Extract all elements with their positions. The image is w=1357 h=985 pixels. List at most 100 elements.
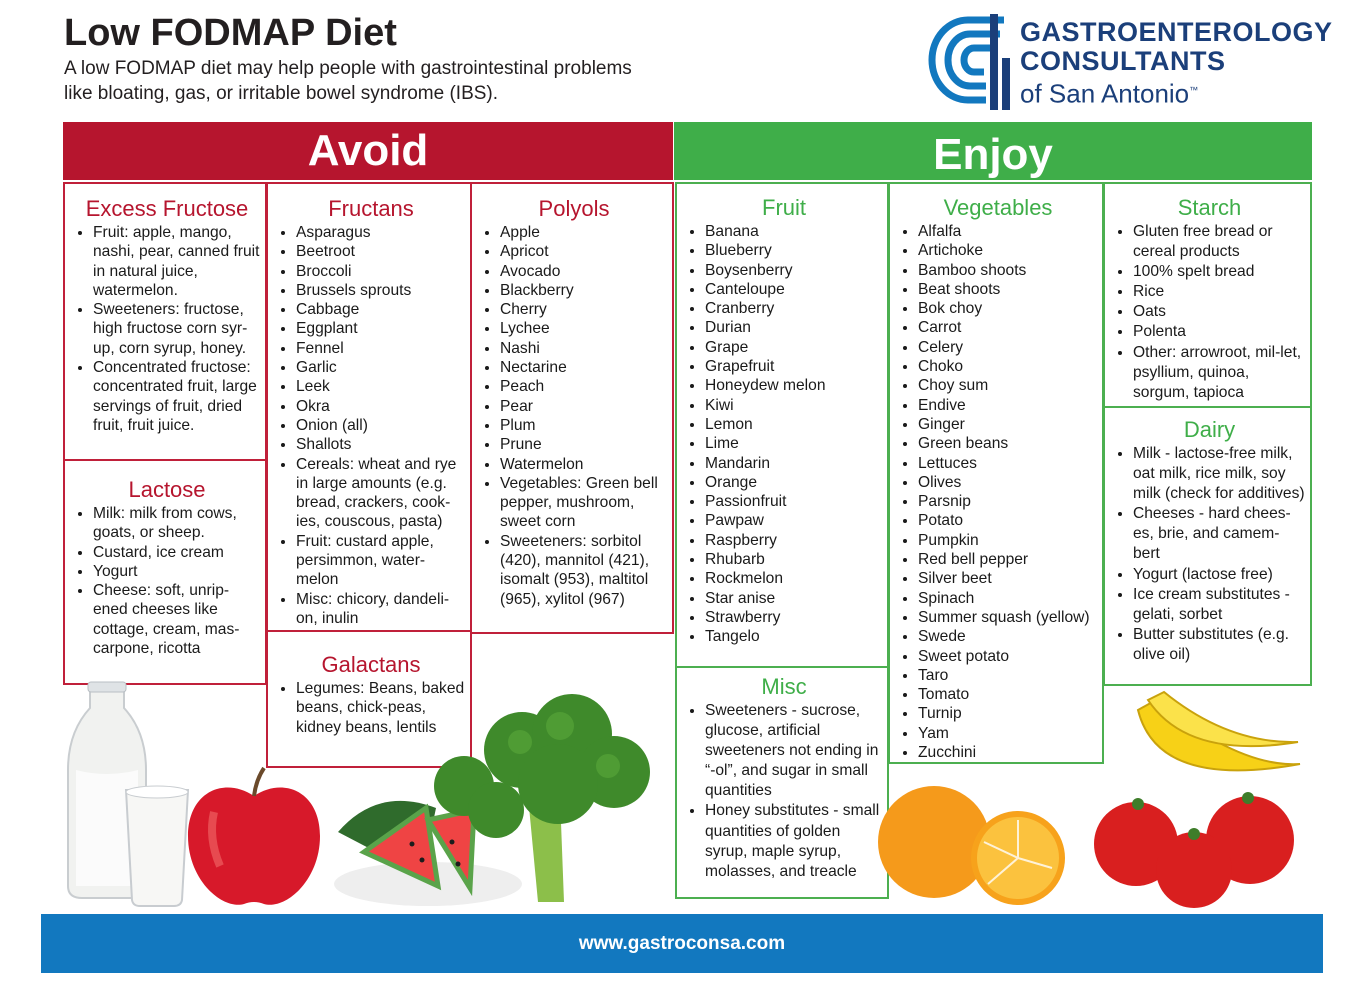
list-item: Bok choy <box>918 299 1098 318</box>
orange-icon <box>878 786 1065 905</box>
list-item: Tomato <box>918 685 1098 704</box>
lactose-box: Lactose Milk: milk from cows, goats, or … <box>63 459 267 685</box>
fructans-list: AsparagusBeetrootBroccoliBrussels sprout… <box>276 223 466 628</box>
list-item: Durian <box>705 318 883 337</box>
list-item: Grapefruit <box>705 357 883 376</box>
broccoli-icon <box>434 694 650 902</box>
list-item: Star anise <box>705 589 883 608</box>
list-item: Yam <box>918 724 1098 743</box>
polyols-title: Polyols <box>538 196 610 221</box>
list-item: Strawberry <box>705 608 883 627</box>
apple-icon <box>188 766 320 905</box>
list-item: Pear <box>500 397 668 416</box>
dairy-box: Dairy Milk - lactose-free milk, oat milk… <box>1103 406 1312 686</box>
vegetables-list: AlfalfaArtichokeBamboo shootsBeat shoots… <box>898 222 1098 762</box>
list-item: Broccoli <box>296 262 466 281</box>
list-item: Beat shoots <box>918 280 1098 299</box>
milk-glass-icon <box>124 785 190 907</box>
list-item: Taro <box>918 666 1098 685</box>
list-item: Boysenberry <box>705 261 883 280</box>
list-item: Milk - lactose-free milk, oat milk, rice… <box>1133 444 1306 504</box>
list-item: Cheeses - hard chees-es, brie, and camem… <box>1133 504 1306 564</box>
list-item: Concentrated fructose: concentrated frui… <box>93 358 261 435</box>
dairy-title: Dairy <box>1183 417 1236 442</box>
list-item: Choko <box>918 357 1098 376</box>
fruit-box: Fruit BananaBlueberryBoysenberryCantelou… <box>675 182 889 668</box>
list-item: Garlic <box>296 358 466 377</box>
list-item: Bamboo shoots <box>918 261 1098 280</box>
avoid-banner: Avoid <box>63 122 673 180</box>
list-item: Yogurt <box>93 562 261 581</box>
list-item: Choy sum <box>918 376 1098 395</box>
list-item: Cherry <box>500 300 668 319</box>
list-item: Summer squash (yellow) <box>918 608 1098 627</box>
list-item: Raspberry <box>705 531 883 550</box>
misc-list: Sweeteners - sucrose, glucose, artificia… <box>685 701 883 882</box>
enjoy-banner: Enjoy <box>674 122 1312 180</box>
list-item: Alfalfa <box>918 222 1098 241</box>
page-title: Low FODMAP Diet <box>64 12 397 54</box>
list-item: Potato <box>918 511 1098 530</box>
list-item: Ginger <box>918 415 1098 434</box>
list-item: Sweeteners: fructose, high fructose corn… <box>93 300 261 358</box>
list-item: Apple <box>500 223 668 242</box>
list-item: Rice <box>1133 282 1306 302</box>
list-item: Shallots <box>296 435 466 454</box>
list-item: Honey substitutes - small quantities of … <box>705 801 883 881</box>
list-item: Plum <box>500 416 668 435</box>
tomato-icon <box>1094 792 1294 908</box>
lactose-title: Lactose <box>128 477 206 502</box>
dairy-list: Milk - lactose-free milk, oat milk, rice… <box>1113 444 1306 665</box>
list-item: Ice cream substitutes - gelati, sorbet <box>1133 585 1306 625</box>
list-item: Passionfruit <box>705 492 883 511</box>
list-item: Spinach <box>918 589 1098 608</box>
list-item: Apricot <box>500 242 668 261</box>
list-item: Lemon <box>705 415 883 434</box>
list-item: Avocado <box>500 262 668 281</box>
list-item: Pumpkin <box>918 531 1098 550</box>
list-item: Fruit: apple, mango, nashi, pear, canned… <box>93 223 261 300</box>
list-item: Okra <box>296 397 466 416</box>
list-item: Onion (all) <box>296 416 466 435</box>
list-item: Watermelon <box>500 455 668 474</box>
list-item: Tangelo <box>705 627 883 646</box>
misc-box: Misc Sweeteners - sucrose, glucose, arti… <box>675 666 889 899</box>
list-item: Butter substitutes (e.g. olive oil) <box>1133 625 1306 665</box>
list-item: Silver beet <box>918 569 1098 588</box>
list-item: Mandarin <box>705 454 883 473</box>
list-item: Nashi <box>500 339 668 358</box>
list-item: Lychee <box>500 319 668 338</box>
polyols-box: Polyols AppleApricotAvocadoBlackberryChe… <box>470 182 674 634</box>
list-item: Eggplant <box>296 319 466 338</box>
list-item: Legumes: Beans, baked beans, chick-peas,… <box>296 679 466 737</box>
list-item: Asparagus <box>296 223 466 242</box>
list-item: Yogurt (lactose free) <box>1133 565 1306 585</box>
list-item: Leek <box>296 377 466 396</box>
list-item: 100% spelt bread <box>1133 262 1306 282</box>
list-item: Blueberry <box>705 241 883 260</box>
starch-title: Starch <box>1177 195 1242 220</box>
list-item: Kiwi <box>705 396 883 415</box>
list-item: Other: arrowroot, mil-let, psyllium, qui… <box>1133 343 1306 403</box>
list-item: Fennel <box>296 339 466 358</box>
excess-fructose-box: Excess Fructose Fruit: apple, mango, nas… <box>63 182 267 461</box>
logo-line-1: GASTROENTEROLOGY <box>1020 17 1333 47</box>
list-item: Milk: milk from cows, goats, or sheep. <box>93 504 261 543</box>
list-item: Custard, ice cream <box>93 543 261 562</box>
list-item: Gluten free bread or cereal products <box>1133 222 1306 262</box>
list-item: Prune <box>500 435 668 454</box>
list-item: Carrot <box>918 318 1098 337</box>
list-item: Lettuces <box>918 454 1098 473</box>
page-subtitle: A low FODMAP diet may help people with g… <box>64 56 744 106</box>
footer-url-link[interactable]: www.gastroconsa.com <box>41 914 1323 973</box>
list-item: Cereals: wheat and rye in large amounts … <box>296 455 466 532</box>
list-item: Artichoke <box>918 241 1098 260</box>
list-item: Sweeteners: sorbitol (420), mannitol (42… <box>500 532 668 609</box>
list-item: Rhubarb <box>705 550 883 569</box>
list-item: Peach <box>500 377 668 396</box>
galactans-title: Galactans <box>321 652 421 677</box>
gastro-logo-icon <box>928 14 1010 110</box>
vegetables-box: Vegetables AlfalfaArtichokeBamboo shoots… <box>888 182 1104 764</box>
fructans-box: Fructans AsparagusBeetrootBroccoliBrusse… <box>266 182 472 632</box>
logo-line-2: CONSULTANTS <box>1020 46 1226 76</box>
